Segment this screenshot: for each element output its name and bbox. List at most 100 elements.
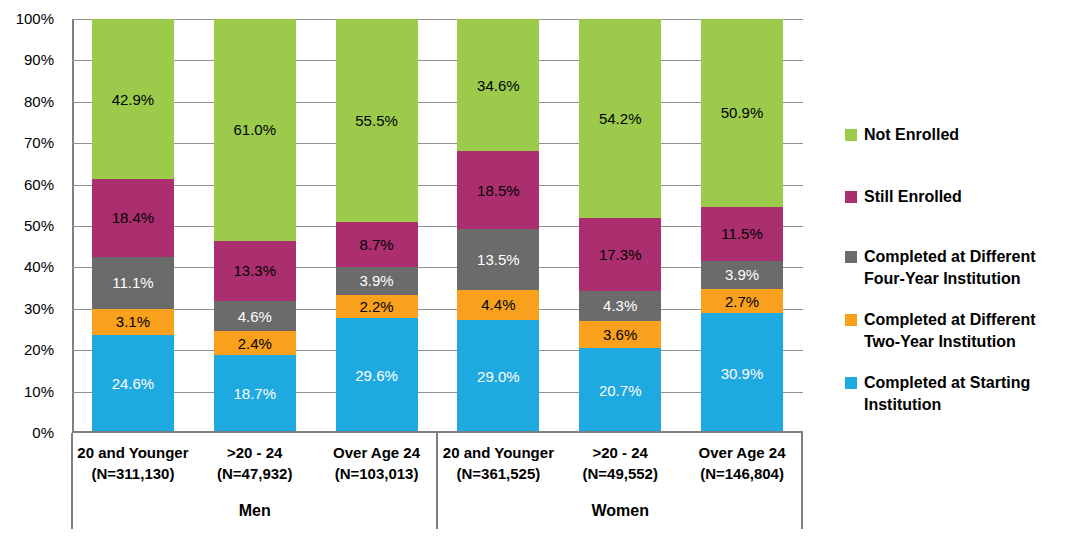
segment-value-label: 11.5% bbox=[721, 226, 762, 241]
bar-segment: 11.5% bbox=[701, 207, 783, 261]
y-axis-tick-label: 20% bbox=[24, 341, 54, 359]
segment-value-label: 30.9% bbox=[721, 366, 764, 381]
category-label-line2: (N=146,804) bbox=[681, 463, 803, 484]
bar-column: 55.5%8.7%3.9%2.2%29.6% bbox=[316, 19, 438, 433]
segment-value-label: 4.6% bbox=[238, 309, 272, 324]
legend-label: Completed at Starting Institution bbox=[864, 372, 1061, 416]
segment-value-label: 18.5% bbox=[477, 183, 520, 198]
segment-value-label: 4.3% bbox=[603, 298, 637, 313]
legend: Not Enrolled Still Enrolled Completed at D… bbox=[845, 120, 1061, 420]
segment-value-label: 11.1% bbox=[112, 275, 153, 290]
bar-segment: 3.1% bbox=[92, 309, 174, 335]
segment-value-label: 3.9% bbox=[359, 273, 393, 288]
y-axis-tick-label: 50% bbox=[24, 217, 54, 235]
segment-value-label: 34.6% bbox=[477, 78, 520, 93]
bar-segment: 34.6% bbox=[457, 19, 539, 151]
segment-value-label: 61.0% bbox=[233, 122, 276, 137]
bar-segment: 29.6% bbox=[336, 318, 418, 433]
bar-segment: 11.1% bbox=[92, 257, 174, 310]
bar: 42.9% 18.4% 11.1% 3.1% 24.6% bbox=[92, 19, 174, 433]
y-axis: 100%90%80%70%60%50%40%30%20%10%0% bbox=[0, 19, 64, 433]
bar-segment: 18.5% bbox=[457, 151, 539, 229]
segment-value-label: 4.4% bbox=[481, 297, 515, 312]
category-label-line1: Over Age 24 bbox=[316, 442, 438, 463]
category-label-line1: 20 and Younger bbox=[437, 442, 559, 463]
segment-value-label: 42.9% bbox=[112, 92, 155, 107]
category-label-line1: Over Age 24 bbox=[681, 442, 803, 463]
category-separator-left bbox=[71, 433, 73, 529]
legend-swatch-icon bbox=[845, 129, 857, 141]
x-axis-line bbox=[72, 431, 803, 433]
bar-segment: 4.4% bbox=[457, 290, 539, 320]
segment-value-label: 2.2% bbox=[359, 299, 393, 314]
segment-value-label: 3.1% bbox=[116, 314, 150, 329]
bar-segment: 4.3% bbox=[579, 291, 661, 321]
bar-segment: 2.4% bbox=[214, 331, 296, 354]
bar-segment: 17.3% bbox=[579, 218, 661, 292]
bar-segment: 61.0% bbox=[214, 19, 296, 241]
legend-label: Completed at Different Four-Year Institu… bbox=[864, 246, 1061, 290]
y-axis-tick-label: 80% bbox=[24, 93, 54, 111]
category-label: Over Age 24(N=146,804) bbox=[681, 442, 803, 484]
bar-segment: 13.3% bbox=[214, 241, 296, 301]
bar-segment: 13.5% bbox=[457, 229, 539, 290]
category-label-line2: (N=47,932) bbox=[194, 463, 316, 484]
bar: 61.0% 13.3% 4.6% 2.4%18.7% bbox=[214, 19, 296, 433]
category-separator-right bbox=[801, 433, 803, 529]
legend-label: Still Enrolled bbox=[864, 186, 962, 208]
category-label-line1: >20 - 24 bbox=[194, 442, 316, 463]
segment-value-label: 17.3% bbox=[599, 247, 642, 262]
segment-value-label: 24.6% bbox=[112, 376, 155, 391]
group-label: Men bbox=[72, 501, 438, 521]
bar-column: 54.2%17.3%4.3%3.6%20.7% bbox=[559, 19, 681, 433]
bar-segment: 18.4% bbox=[92, 179, 174, 256]
bar-segment: 3.6% bbox=[579, 321, 661, 348]
bar-segment: 50.9% bbox=[701, 19, 783, 207]
bar: 55.5%8.7%3.9%2.2%29.6% bbox=[336, 19, 418, 433]
segment-value-label: 8.7% bbox=[359, 237, 393, 252]
bar-segment: 8.7% bbox=[336, 222, 418, 267]
y-axis-tick-label: 90% bbox=[24, 51, 54, 69]
legend-label: Completed at Different Two-Year Institut… bbox=[864, 309, 1061, 353]
bar: 50.9% 11.5% 3.9% 2.7% 30.9% bbox=[701, 19, 783, 433]
category-separator-middle bbox=[436, 433, 438, 529]
category-label: >20 - 24(N=49,552) bbox=[559, 442, 681, 484]
group-label: Women bbox=[438, 501, 804, 521]
category-label-line2: (N=361,525) bbox=[437, 463, 559, 484]
bar-column: 61.0% 13.3% 4.6% 2.4%18.7% bbox=[194, 19, 316, 433]
legend-item: Still Enrolled bbox=[845, 186, 962, 208]
y-axis-tick-label: 10% bbox=[24, 383, 54, 401]
bar-segment: 4.6% bbox=[214, 301, 296, 332]
bar: 54.2%17.3%4.3%3.6%20.7% bbox=[579, 19, 661, 433]
segment-value-label: 50.9% bbox=[721, 105, 764, 120]
y-axis-tick-label: 0% bbox=[32, 424, 54, 442]
bars-row: 42.9% 18.4% 11.1% 3.1% 24.6% 61.0% 13.3% 4.6% 2.… bbox=[72, 19, 803, 433]
legend-swatch-icon bbox=[845, 191, 857, 203]
category-label: 20 and Younger(N=361,525) bbox=[437, 442, 559, 484]
category-label: 20 and Younger(N=311,130) bbox=[72, 442, 194, 484]
bar-segment: 3.9% bbox=[701, 261, 783, 289]
bar-segment: 30.9% bbox=[701, 313, 783, 433]
y-axis-tick-label: 70% bbox=[24, 134, 54, 152]
category-label: >20 - 24(N=47,932) bbox=[194, 442, 316, 484]
bar-segment: 3.9% bbox=[336, 267, 418, 295]
bar-segment: 2.7% bbox=[701, 289, 783, 313]
bar-segment: 42.9% bbox=[92, 19, 174, 179]
segment-value-label: 13.3% bbox=[233, 263, 276, 278]
bar-column: 50.9% 11.5% 3.9% 2.7% 30.9% bbox=[681, 19, 803, 433]
legend-item: Not Enrolled bbox=[845, 124, 959, 146]
bar-segment: 54.2% bbox=[579, 19, 661, 218]
segment-value-label: 54.2% bbox=[599, 111, 642, 126]
bar-column: 42.9% 18.4% 11.1% 3.1% 24.6% bbox=[72, 19, 194, 433]
legend-swatch-icon bbox=[845, 251, 857, 263]
segment-value-label: 13.5% bbox=[477, 252, 520, 267]
legend-label: Not Enrolled bbox=[864, 124, 959, 146]
y-axis-tick-label: 40% bbox=[24, 258, 54, 276]
bar-segment: 18.7% bbox=[214, 355, 296, 433]
bar: 34.6%18.5%13.5%4.4%29.0% bbox=[457, 19, 539, 433]
bar-segment: 24.6% bbox=[92, 335, 174, 433]
legend-swatch-icon bbox=[845, 377, 857, 389]
y-axis-tick-label: 30% bbox=[24, 300, 54, 318]
segment-value-label: 2.7% bbox=[725, 294, 759, 309]
legend-item: Completed at Starting Institution bbox=[845, 372, 1061, 416]
